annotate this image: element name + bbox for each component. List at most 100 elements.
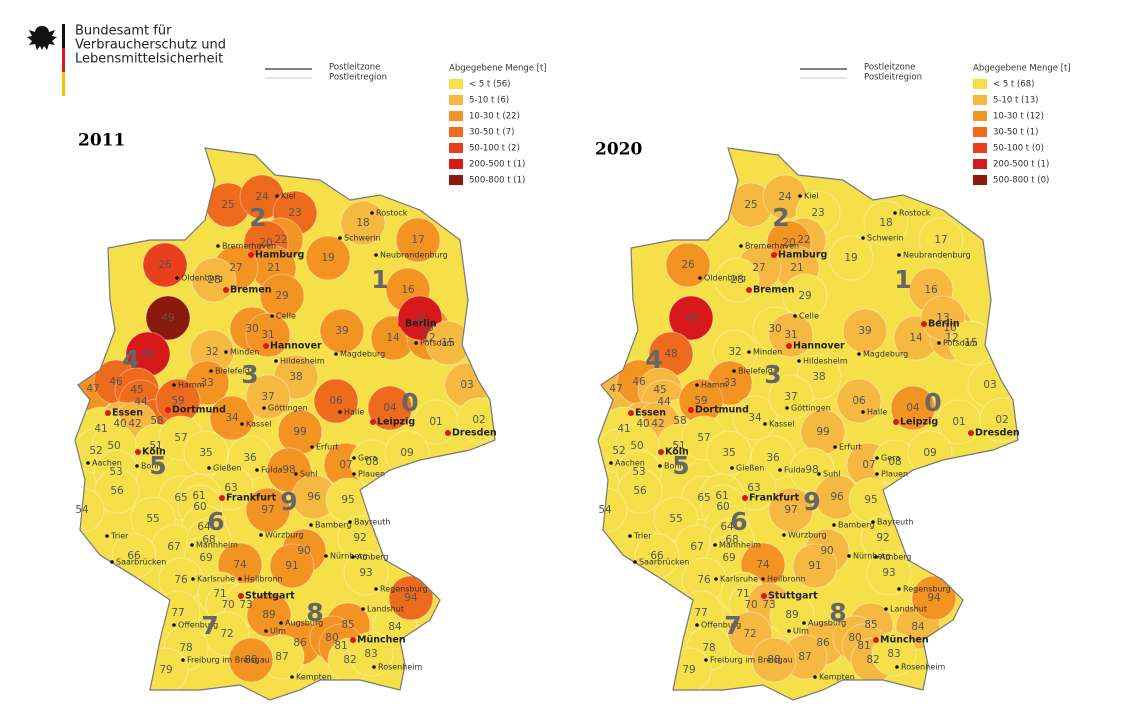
region-number: 98 xyxy=(282,464,295,476)
city-dot xyxy=(787,629,791,633)
region-number: 10 xyxy=(420,322,433,334)
zone-number: 9 xyxy=(803,487,820,516)
city-name: Erfurt xyxy=(839,443,862,452)
city-name: Dresden xyxy=(975,428,1020,439)
region-number: 20 xyxy=(782,237,795,249)
city-dot xyxy=(897,253,901,257)
city-dot xyxy=(861,410,865,414)
region-number: 76 xyxy=(174,574,188,586)
region-number: 95 xyxy=(864,494,877,506)
city-dot xyxy=(372,665,376,669)
region-number: 79 xyxy=(682,664,695,676)
city-name: Dortmund xyxy=(695,405,749,416)
city-name: Rostock xyxy=(899,209,931,218)
region-number: 13 xyxy=(413,312,426,324)
region-number: 86 xyxy=(816,637,830,649)
region-number: 33 xyxy=(723,377,736,389)
city-dot xyxy=(798,194,802,198)
region-number: 70 xyxy=(221,599,234,611)
region-number: 76 xyxy=(697,574,711,586)
legend-label: 30-50 t (1) xyxy=(993,128,1038,138)
city-dot xyxy=(351,555,355,559)
region-number: 55 xyxy=(146,513,159,525)
region-number: 04 xyxy=(383,402,397,414)
city-name: Trier xyxy=(110,532,129,541)
region-number: 31 xyxy=(784,329,797,341)
eagle-icon xyxy=(27,26,57,50)
region-number: 90 xyxy=(820,545,833,557)
region-number: 94 xyxy=(927,592,941,604)
region-number: 19 xyxy=(321,252,334,264)
city-name: Berlin xyxy=(928,319,960,330)
city-name: Amberg xyxy=(357,553,389,562)
city-dot xyxy=(714,577,718,581)
region-number: 50 xyxy=(107,440,120,452)
region-number: 65 xyxy=(174,492,187,504)
city-dot xyxy=(609,461,613,465)
region-number: 13 xyxy=(936,312,949,324)
city-dot xyxy=(802,621,806,625)
city-name: Bayreuth xyxy=(877,518,913,527)
region-area xyxy=(145,295,191,341)
region-area xyxy=(245,374,291,420)
region-number: 78 xyxy=(179,642,192,654)
region-area xyxy=(388,575,434,621)
region-number: 89 xyxy=(262,609,275,621)
region-number: 55 xyxy=(669,513,682,525)
city-dot xyxy=(833,445,837,449)
region-number: 44 xyxy=(657,396,671,408)
city-name: Oldenburg xyxy=(181,274,223,283)
region-number: 92 xyxy=(353,532,366,544)
region-number: 74 xyxy=(756,559,770,571)
city-name: Suhl xyxy=(823,470,840,479)
region-number: 08 xyxy=(365,456,378,468)
region-number: 64 xyxy=(197,521,211,533)
region-area xyxy=(397,295,443,341)
city-name: Halle xyxy=(344,408,364,417)
region-number: 97 xyxy=(784,504,797,516)
zone-number: 7 xyxy=(201,611,218,640)
city-name: Dresden xyxy=(452,428,497,439)
city-name: Frankfurt xyxy=(749,493,800,504)
region-number: 65 xyxy=(697,492,710,504)
region-number: 46 xyxy=(632,376,646,388)
legend-swatch xyxy=(973,143,987,153)
city-dot xyxy=(207,466,211,470)
city-name: Suhl xyxy=(300,470,317,479)
region-area xyxy=(768,487,814,533)
city-dot xyxy=(398,321,404,327)
region-number: 29 xyxy=(798,290,811,302)
region-number: 63 xyxy=(224,482,237,494)
region-number: 59 xyxy=(694,395,707,407)
region-number: 86 xyxy=(293,637,307,649)
city-dot xyxy=(778,468,782,472)
region-number: 53 xyxy=(109,466,122,478)
city-name: Hamm xyxy=(701,381,728,390)
region-number: 30 xyxy=(245,323,258,335)
city-dot xyxy=(761,577,765,581)
region-number: 26 xyxy=(158,259,172,271)
region-area xyxy=(828,235,874,281)
region-number: 88 xyxy=(244,654,257,666)
city-name: Oldenburg xyxy=(704,274,746,283)
city-name: Köln xyxy=(142,447,166,458)
city-name: Bamberg xyxy=(838,521,874,530)
region-area xyxy=(911,575,957,621)
region-number: 70 xyxy=(744,599,757,611)
region-number: 24 xyxy=(255,191,269,203)
city-name: Aachen xyxy=(92,459,122,468)
city-name: Rosenheim xyxy=(378,663,422,672)
region-fills xyxy=(75,174,495,693)
region-number: 82 xyxy=(343,654,356,666)
city-name: Neubrandenburg xyxy=(903,251,971,260)
city-dot xyxy=(374,253,378,257)
city-name: Neubrandenburg xyxy=(380,251,448,260)
city-name: Augsburg xyxy=(808,619,846,628)
region-area xyxy=(228,637,274,683)
city-dot xyxy=(361,607,365,611)
region-number: 66 xyxy=(650,550,664,562)
region-number: 39 xyxy=(335,325,348,337)
city-name: Gera xyxy=(358,454,377,463)
region-number: 52 xyxy=(612,445,625,457)
city-name: Landshut xyxy=(367,605,404,614)
